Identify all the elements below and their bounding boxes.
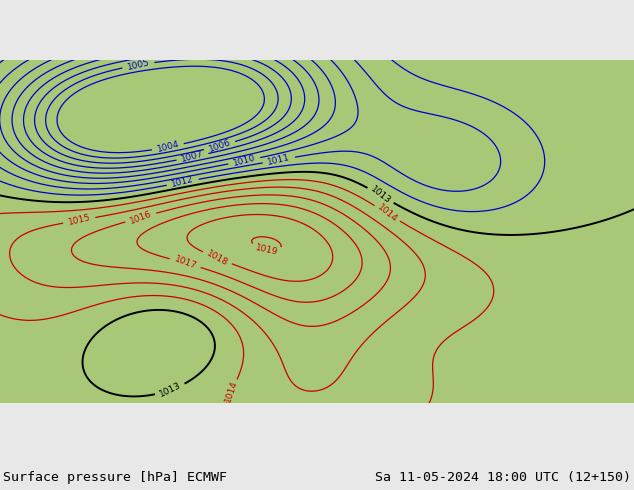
Text: 1018: 1018 [205,248,230,268]
Text: 1014: 1014 [224,379,240,403]
Text: Surface pressure [hPa] ECMWF: Surface pressure [hPa] ECMWF [3,471,227,484]
FancyBboxPatch shape [0,60,634,403]
Text: 1013: 1013 [158,381,183,399]
Text: 1017: 1017 [173,255,198,271]
Text: 1009: 1009 [94,35,119,50]
Text: Sa 11-05-2024 18:00 UTC (12+150): Sa 11-05-2024 18:00 UTC (12+150) [375,471,631,484]
Text: 1008: 1008 [134,37,158,50]
Text: 1016: 1016 [129,209,153,226]
Text: 1011: 1011 [266,153,291,167]
Text: 1014: 1014 [375,203,399,224]
Text: 1012: 1012 [6,20,30,40]
Text: 1005: 1005 [126,58,150,72]
Text: 1012: 1012 [171,175,195,190]
Text: 1010: 1010 [232,153,257,168]
Text: 1004: 1004 [156,140,180,154]
Text: 1006: 1006 [207,138,232,154]
Text: 1013: 1013 [369,185,392,206]
Text: 1007: 1007 [180,149,205,164]
Text: 1019: 1019 [254,243,279,257]
Text: 1015: 1015 [67,213,91,227]
